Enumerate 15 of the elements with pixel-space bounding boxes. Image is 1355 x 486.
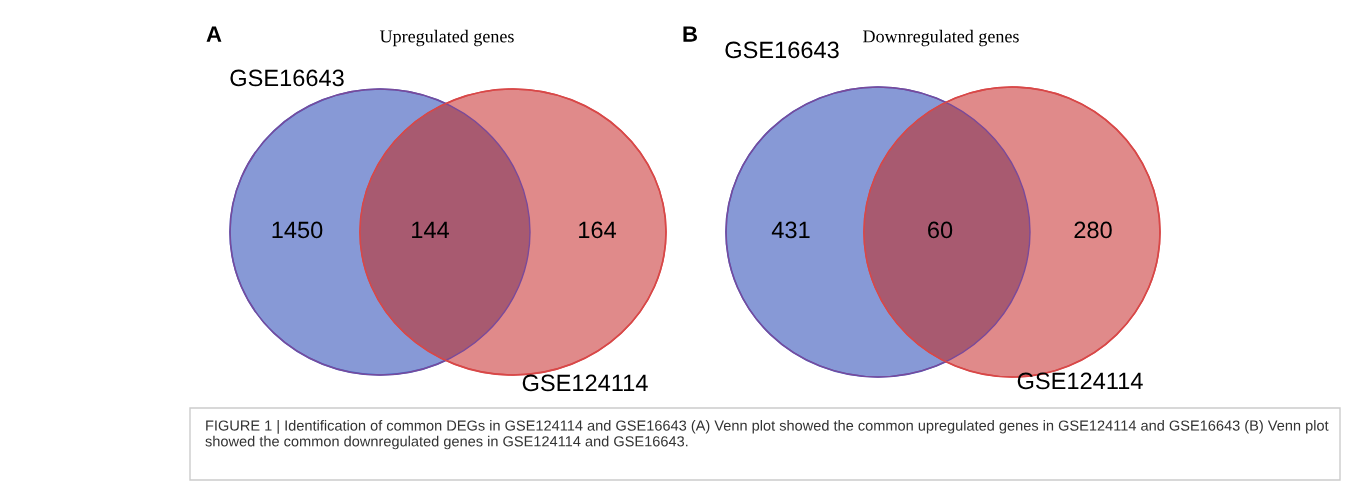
- text: Downregulated genes: [863, 29, 1019, 47]
- data-label: 164: [579, 221, 617, 239]
- category-label: GSE16643: [230, 69, 344, 87]
- text: A: [206, 26, 222, 42]
- data-label: 280: [1074, 221, 1112, 239]
- text: Upregulated genes: [379, 29, 514, 47]
- text: B: [683, 26, 698, 42]
- data-label: 1450: [272, 221, 323, 239]
- data-label: 60: [928, 221, 953, 239]
- category-label: GSE124114: [522, 374, 648, 392]
- data-label: 144: [412, 221, 450, 239]
- data-label: 431: [771, 221, 810, 239]
- category-label: GSE124114: [1017, 372, 1143, 390]
- category-label: GSE16643: [725, 41, 839, 59]
- caption: FIGURE 1 | Identification of common DEGs in GSE124114 and GSE16643 (A) Venn plot showed the common upregulated genes in GSE124114 and GSE16643 (B) Venn plot showed the common downregulated genes in GSE124114 and GSE16643.: [205, 420, 1329, 450]
